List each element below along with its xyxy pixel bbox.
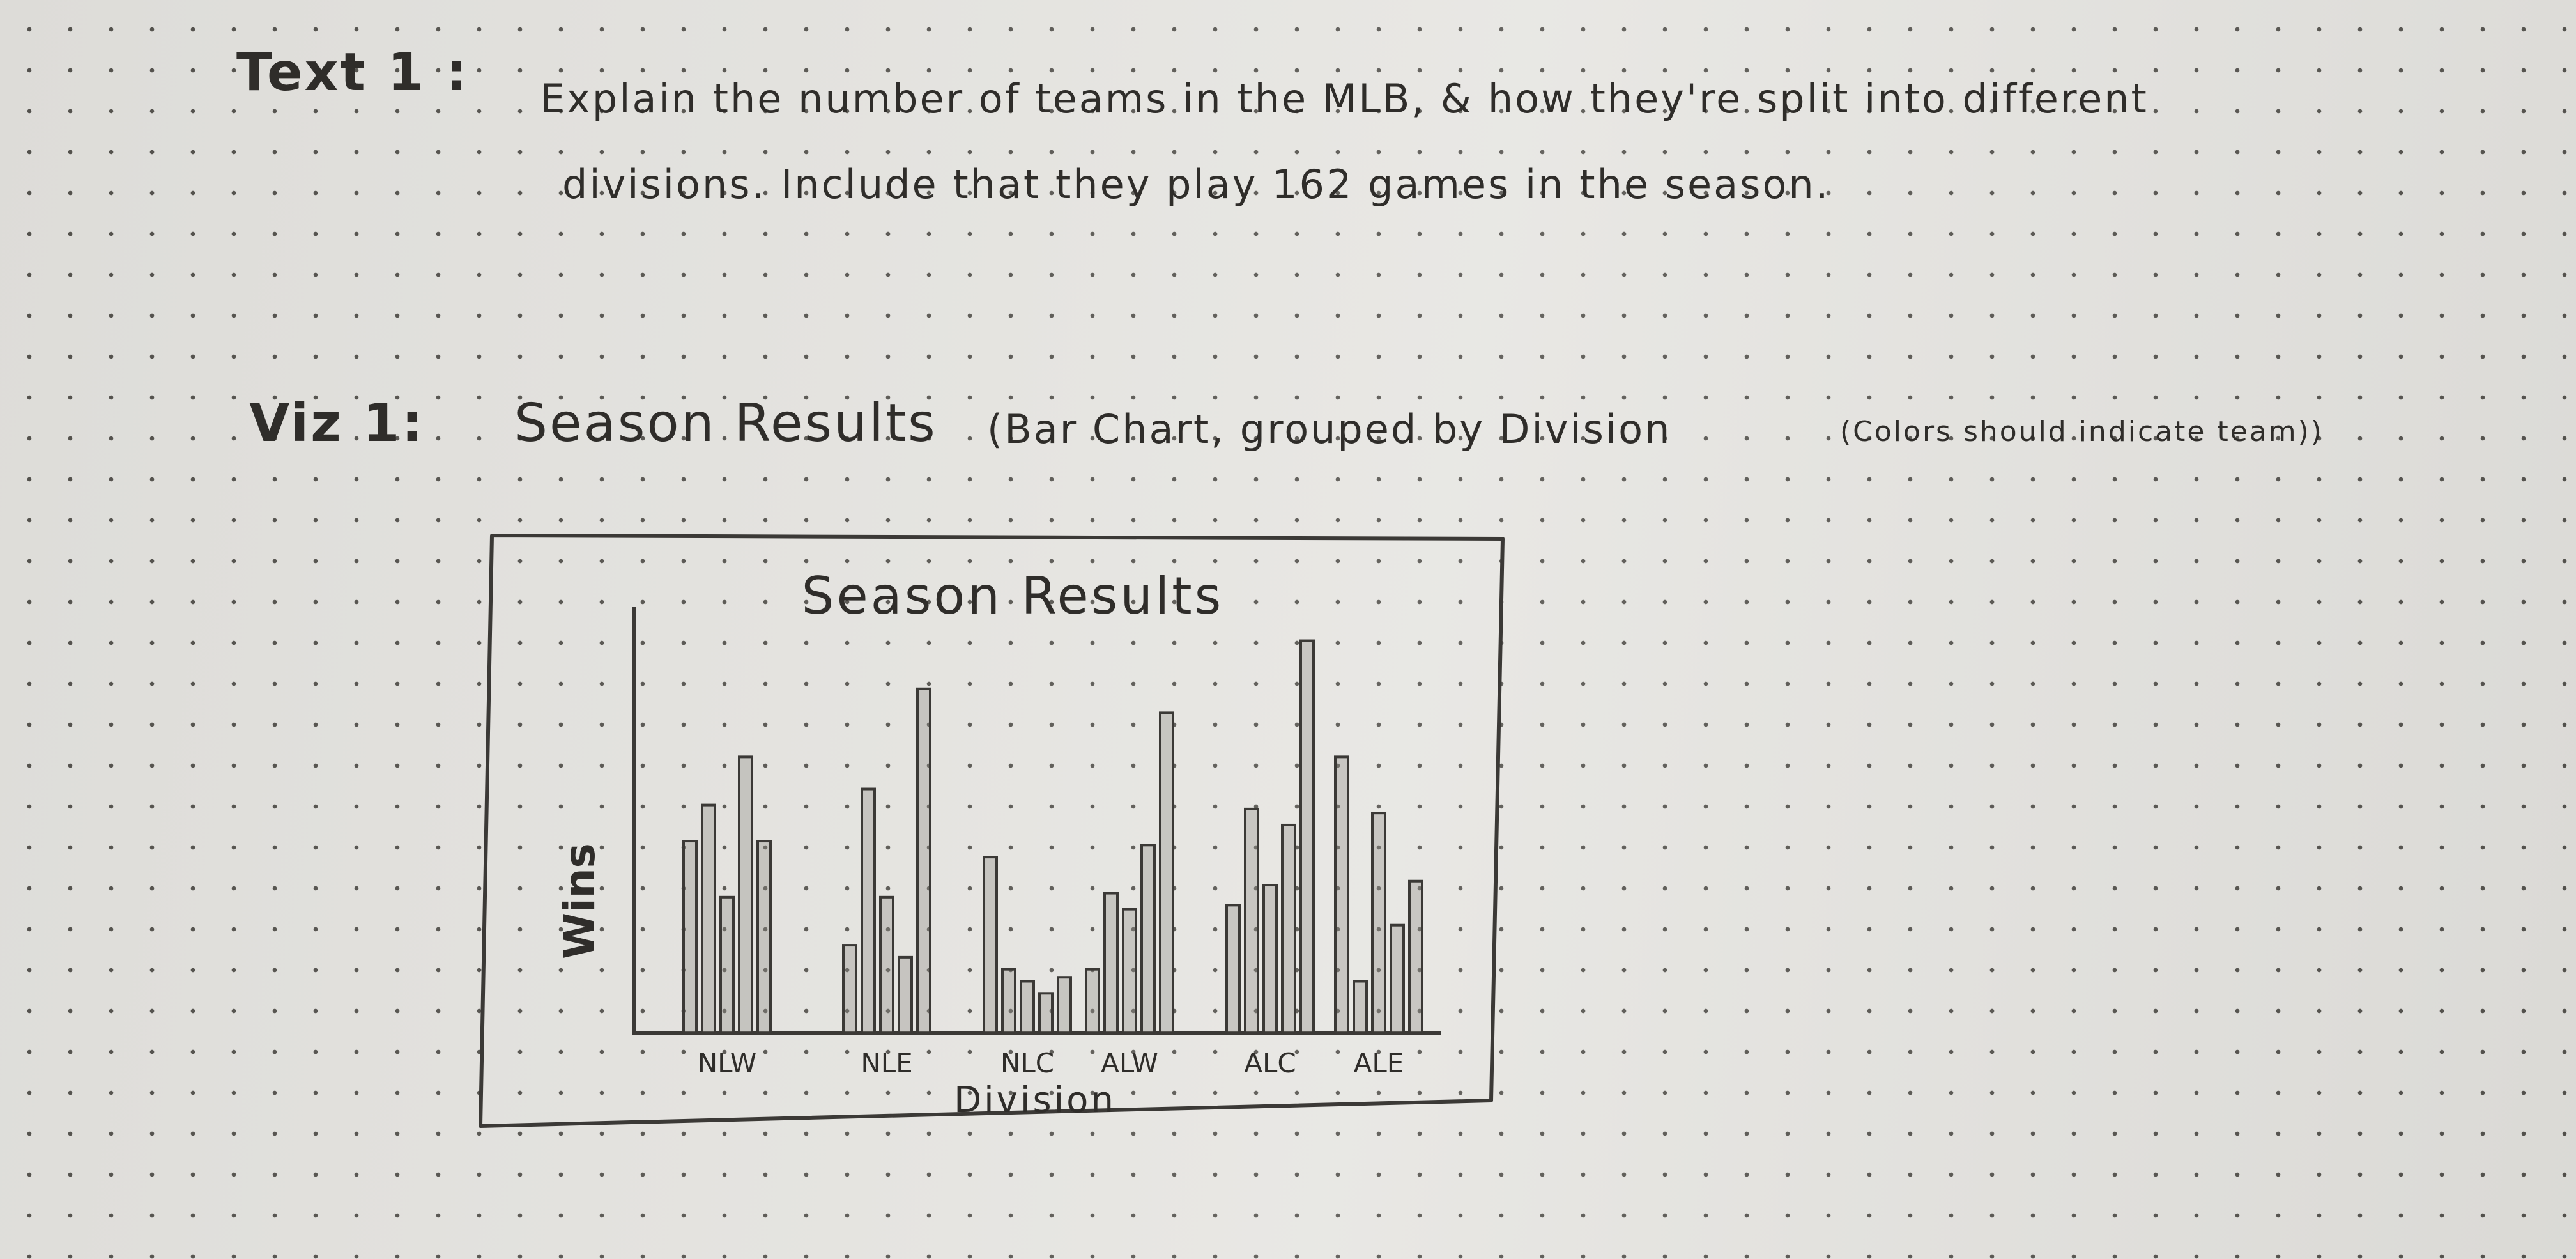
bar-ale-1	[1334, 755, 1349, 1035]
bar-alw-2	[1103, 892, 1119, 1035]
bar-nlc-4	[1038, 992, 1054, 1035]
bar-alc-5	[1300, 639, 1315, 1035]
bar-nlw-3	[719, 895, 735, 1035]
bar-ale-2	[1353, 980, 1368, 1035]
bar-nlc-5	[1057, 976, 1072, 1035]
bar-nlw-2	[701, 803, 716, 1035]
bar-alc-4	[1281, 823, 1296, 1035]
bar-nlc-2	[1001, 968, 1016, 1035]
viz1-spec: (Bar Chart, grouped by Division	[987, 406, 1672, 452]
chart-frame	[479, 534, 1505, 1128]
bar-nlw-5	[756, 840, 772, 1035]
bar-nlw-1	[682, 840, 698, 1035]
bar-nle-4	[898, 955, 913, 1035]
bar-nle-5	[916, 687, 931, 1035]
tick-label-alw: ALW	[1101, 1047, 1158, 1079]
tick-label-ale: ALE	[1354, 1047, 1404, 1079]
text1-line2: divisions. Include that they play 162 ga…	[562, 161, 1830, 208]
bar-ale-5	[1408, 879, 1423, 1035]
bar-nlc-1	[983, 856, 998, 1035]
bar-nlw-4	[738, 755, 753, 1035]
chart-ylabel: Wins	[555, 843, 604, 959]
tick-label-nlc: NLC	[1000, 1047, 1054, 1079]
bar-nle-1	[842, 944, 857, 1035]
text1-line1: Explain the number of teams in the MLB, …	[540, 75, 2149, 122]
bar-alw-5	[1159, 711, 1174, 1035]
tick-label-nle: NLE	[861, 1047, 912, 1079]
tick-labels: NLW NLE NLC ALW ALC ALE	[698, 1047, 1404, 1079]
chart-xlabel: Division	[954, 1079, 1116, 1121]
bar-alw-3	[1122, 908, 1137, 1035]
bar-nle-2	[861, 787, 876, 1035]
bar-nlc-3	[1020, 980, 1035, 1035]
bar-alc-3	[1262, 884, 1278, 1035]
viz1-label: Viz 1:	[249, 393, 425, 454]
bar-alc-1	[1225, 904, 1241, 1035]
tick-label-alc: ALC	[1244, 1047, 1296, 1079]
bar-alw-4	[1140, 844, 1156, 1035]
bar-ale-3	[1371, 812, 1386, 1035]
viz1-note: (Colors should indicate team))	[1840, 415, 2324, 448]
bar-nle-3	[879, 895, 894, 1035]
tick-label-nlw: NLW	[698, 1047, 757, 1079]
bar-ale-4	[1390, 923, 1405, 1035]
text1-label: Text 1 :	[236, 42, 469, 103]
chart-title: Season Results	[802, 566, 1224, 626]
viz1-title: Season Results	[514, 393, 937, 454]
bar-alc-2	[1244, 807, 1259, 1035]
bar-groups	[682, 639, 1423, 1035]
bar-alw-1	[1085, 968, 1100, 1035]
